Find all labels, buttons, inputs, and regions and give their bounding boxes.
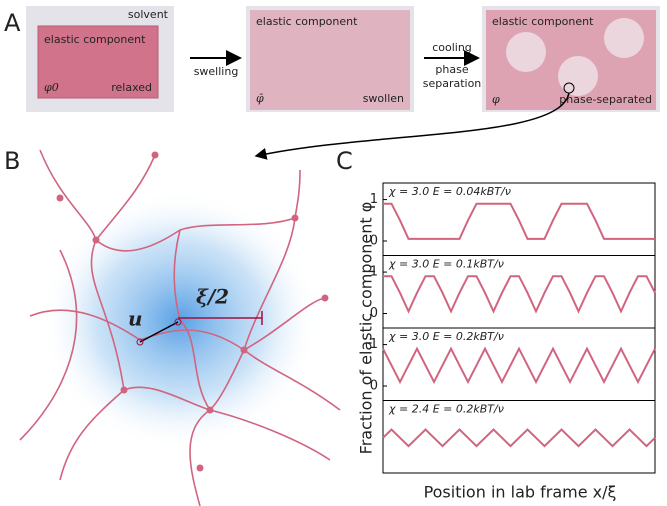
series-line [383, 276, 655, 311]
label: elastic component [256, 15, 358, 28]
label: phase [435, 63, 468, 76]
label: elastic component [44, 33, 146, 46]
y-tick-label: 0 [370, 234, 378, 249]
series-line [383, 204, 655, 239]
label: φ [492, 93, 500, 106]
x-axis-label: Position in lab frame x/ξ [424, 483, 617, 502]
panel-label: B [4, 147, 20, 175]
annotation: χ = 2.4 E = 0.2kBT/ν [388, 403, 504, 416]
annotation: χ = 3.0 E = 0.2kBT/ν [388, 330, 504, 343]
y-tick-label: 0 [370, 379, 378, 394]
label: u [128, 307, 143, 331]
label: φ0 [44, 81, 59, 94]
droplet [604, 18, 644, 58]
droplet [506, 32, 546, 72]
label: separation [423, 77, 482, 90]
y-tick-label: 1 [370, 192, 378, 207]
panel-label: A [4, 9, 21, 37]
label: cooling [432, 41, 472, 54]
y-tick-label: 1 [370, 265, 378, 280]
label: φ̄ [256, 92, 264, 105]
annotation: χ = 3.0 E = 0.04kBT/ν [388, 185, 511, 198]
panel-label: C [336, 147, 353, 175]
annotation: χ = 3.0 E = 0.1kBT/ν [388, 258, 504, 271]
series-line [383, 349, 655, 382]
y-tick-label: 0 [370, 306, 378, 321]
charts: 0 1 χ = 3.0 E = 0.04kBT/ν 0 1 χ = 3.0 E = 0.1… [370, 183, 655, 473]
label: swollen [363, 92, 404, 105]
label: elastic component [492, 15, 594, 28]
y-tick-label: 1 [370, 337, 378, 352]
label: relaxed [111, 81, 152, 94]
label: ξ/2 [196, 285, 229, 309]
series-line [383, 430, 655, 447]
label: solvent [128, 8, 169, 21]
label: phase-separated [559, 93, 652, 106]
label: swelling [194, 65, 239, 78]
figure: A solvent elastic component φ0 relaxed s… [0, 0, 667, 506]
